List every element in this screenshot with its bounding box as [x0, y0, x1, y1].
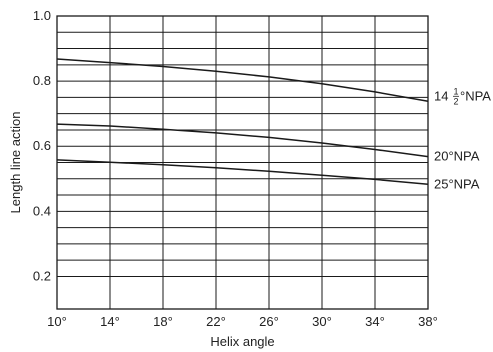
y-tick-labels: 0.2 0.4 0.6 0.8 1.0 [33, 8, 51, 283]
x-tick-label: 34° [365, 314, 385, 329]
series-line [56, 159, 429, 186]
x-tick-label: 30° [312, 314, 332, 329]
x-tick-label: 26° [259, 314, 279, 329]
x-tick-label: 38° [418, 314, 438, 329]
series-label-frac-num: 1 [453, 86, 458, 96]
series-labels: 14 12 °NPA 20°NPA 25°NPA [434, 86, 491, 191]
series-label: 20°NPA [434, 149, 480, 164]
x-tick-label: 10° [47, 314, 67, 329]
y-tick-label: 1.0 [33, 8, 51, 23]
series-line [56, 58, 429, 103]
x-tick-label: 22° [206, 314, 226, 329]
y-tick-label: 0.8 [33, 73, 51, 88]
series-label-tail: °NPA [460, 88, 491, 103]
series-label-frac-den: 2 [453, 96, 458, 106]
grid [56, 16, 429, 309]
y-tick-label: 0.4 [33, 203, 51, 218]
x-tick-label: 18° [153, 314, 173, 329]
series-line [56, 123, 429, 158]
x-axis-title: Helix angle [210, 334, 274, 349]
series-label-main: 14 [434, 88, 448, 103]
y-tick-label: 0.2 [33, 268, 51, 283]
x-tick-labels: 10° 14° 18° 22° 26° 30° 34° 38° [47, 314, 438, 329]
plot-frame [56, 15, 429, 310]
series-label: 25°NPA [434, 176, 480, 191]
series-lines [56, 58, 429, 186]
y-tick-label: 0.6 [33, 138, 51, 153]
y-axis-title: Length line action [8, 112, 23, 214]
x-tick-label: 14° [100, 314, 120, 329]
